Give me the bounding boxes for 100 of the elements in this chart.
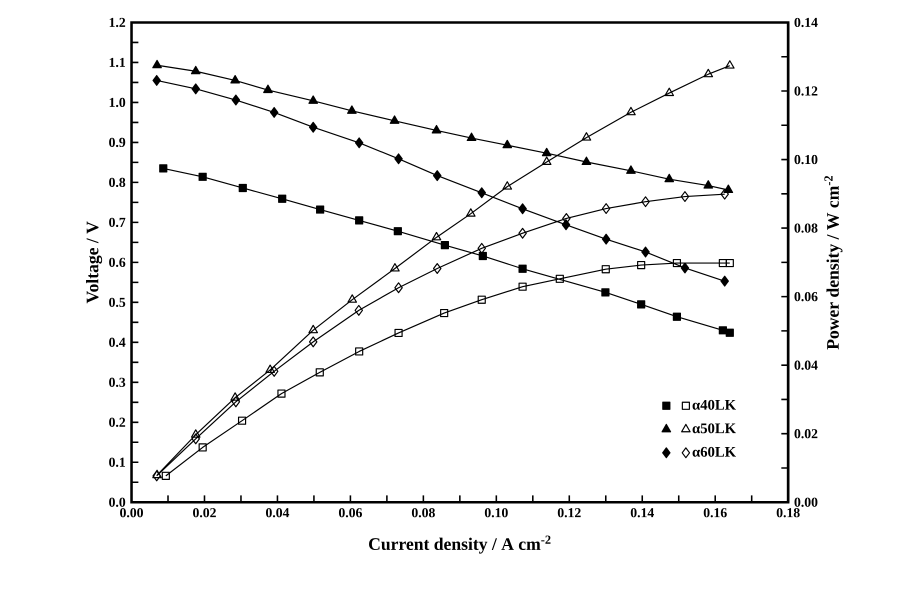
point <box>232 396 240 408</box>
point <box>602 202 610 214</box>
y-tick-label: 0.1 <box>109 458 125 467</box>
y-tick-label: 1.1 <box>110 58 125 67</box>
point <box>394 153 403 164</box>
y2-tick-label: 0.04 <box>794 360 818 370</box>
x-axis-title: Current density / A cm$^{-2}$ <box>369 535 550 554</box>
x-tick-label: 0.06 <box>338 508 362 518</box>
point <box>720 188 729 200</box>
point <box>162 472 170 480</box>
point <box>637 260 646 270</box>
point <box>263 84 273 93</box>
point <box>394 226 402 236</box>
point <box>542 148 552 156</box>
point <box>390 115 400 124</box>
point <box>152 470 161 482</box>
point <box>190 66 201 74</box>
point <box>440 240 449 250</box>
point <box>542 156 552 165</box>
y-tick-label: 0.5 <box>109 298 126 307</box>
point <box>518 228 527 239</box>
point <box>726 258 734 268</box>
point <box>198 443 207 452</box>
point <box>238 184 247 192</box>
y2-tick-label: 0.12 <box>794 86 818 96</box>
point <box>316 368 324 376</box>
legend-label: α60LK <box>692 446 736 457</box>
point <box>602 234 610 245</box>
x-tick-label: 0.02 <box>193 508 216 518</box>
point <box>440 308 448 318</box>
x-tick-label: 0.10 <box>484 508 508 518</box>
point <box>432 262 442 274</box>
point <box>601 288 610 296</box>
point <box>270 106 278 118</box>
y2-tick-label: 0.14 <box>794 18 818 28</box>
point <box>556 274 564 283</box>
y-axis-title: Voltage / V <box>86 221 102 304</box>
point <box>432 232 442 240</box>
y-tick-label: 0.0 <box>109 498 126 507</box>
point <box>355 216 364 224</box>
point <box>518 264 527 273</box>
y2-tick-label: 0.00 <box>794 498 818 507</box>
point <box>518 203 527 214</box>
legend-label: α50LK <box>692 423 736 434</box>
point <box>726 328 734 337</box>
point <box>355 347 364 356</box>
y2-tick-label: 0.08 <box>794 223 818 233</box>
point <box>191 83 200 94</box>
point <box>230 392 240 401</box>
point <box>390 262 400 272</box>
point <box>641 246 650 258</box>
y-tick-label: 0.2 <box>109 418 126 427</box>
point <box>626 165 636 174</box>
y2-tick-label: 0.06 <box>794 292 818 302</box>
y2-tick-label: 0.02 <box>794 428 818 438</box>
point <box>308 336 318 348</box>
point <box>232 94 240 106</box>
y2-tick-label: 0.10 <box>794 154 818 164</box>
point <box>308 122 318 133</box>
point <box>308 324 318 334</box>
point <box>432 124 442 134</box>
y-tick-label: 0.6 <box>109 258 126 267</box>
point <box>152 74 161 86</box>
point <box>190 429 201 438</box>
point <box>308 95 318 104</box>
point <box>347 294 358 303</box>
point <box>602 265 610 274</box>
y-tick-label: 0.9 <box>109 138 126 147</box>
legend-label: α40LK <box>692 400 736 410</box>
point <box>724 60 735 69</box>
y-tick-label: 1.0 <box>110 98 126 107</box>
y-tick-label: 1.2 <box>110 18 126 28</box>
point <box>664 87 674 96</box>
y-tick-label: 0.8 <box>109 178 126 187</box>
x-tick-label: 0.18 <box>776 508 800 518</box>
point <box>680 262 690 274</box>
x-tick-label: 0.14 <box>630 508 654 518</box>
point <box>278 194 286 203</box>
point <box>432 170 442 181</box>
point <box>191 433 200 444</box>
x-tick-label: 0.04 <box>266 508 290 518</box>
point <box>518 282 527 291</box>
point <box>502 181 512 190</box>
point <box>672 258 682 268</box>
point <box>354 137 364 148</box>
y-tick-label: 0.7 <box>109 218 126 227</box>
point <box>477 187 486 198</box>
x-tick-label: 0.12 <box>558 508 581 518</box>
point <box>394 328 403 337</box>
point <box>277 389 286 398</box>
x-tick-label: 0.08 <box>412 508 435 518</box>
point <box>198 172 207 181</box>
point <box>703 180 714 189</box>
point <box>238 416 246 425</box>
point <box>637 300 646 308</box>
point <box>502 140 512 148</box>
point <box>478 252 487 260</box>
point <box>394 282 403 294</box>
point <box>152 470 162 478</box>
point <box>626 106 636 116</box>
